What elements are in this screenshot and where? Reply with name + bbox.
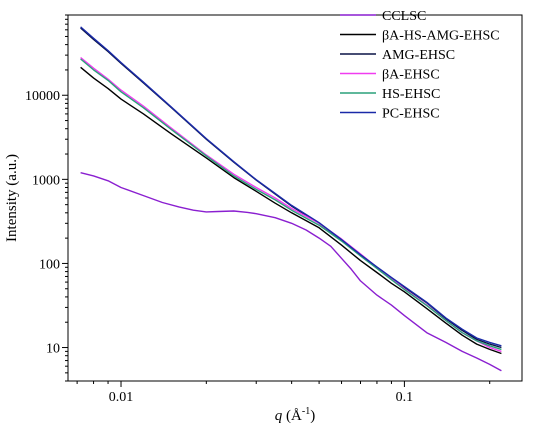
legend-label: AMG-EHSC [382, 48, 455, 63]
x-axis-title-exponent: -1 [302, 406, 310, 417]
series-line-1 [80, 66, 502, 355]
y-axis-title: Intensity (a.u.) [4, 154, 20, 242]
x-axis-title-close: ) [310, 408, 315, 424]
x-tick-label: 0.01 [109, 390, 134, 405]
series-line-4 [80, 58, 502, 351]
legend-label: PC-EHSC [382, 107, 440, 122]
series-line-5 [80, 26, 502, 347]
tick-labels: 0.01 0.1 10 100 1000 10000 [25, 89, 413, 405]
legend-label: CCLSC [382, 9, 426, 24]
legend: CCLSC βA-HS-AMG-EHSC AMG-EHSC βA-EHSC HS-EHS… [340, 9, 500, 122]
x-tick-label: 0.1 [396, 390, 414, 405]
legend-label: βA-HS-AMG-EHSC [382, 29, 500, 44]
plot-frame [67, 14, 523, 382]
x-axis-title-symbol: q [275, 408, 283, 424]
y-tick-label: 100 [39, 257, 60, 272]
series-line-0 [80, 172, 502, 372]
y-tick-label: 1000 [32, 173, 60, 188]
legend-label: βA-EHSC [382, 68, 440, 83]
y-tick-label: 10 [46, 342, 60, 357]
series-lines [80, 26, 502, 372]
y-tick-label: 10000 [25, 89, 60, 104]
x-axis-title: q (Å-1) [275, 406, 315, 424]
x-axis-title-unit: (Å [282, 408, 302, 424]
legend-label: HS-EHSC [382, 87, 440, 102]
